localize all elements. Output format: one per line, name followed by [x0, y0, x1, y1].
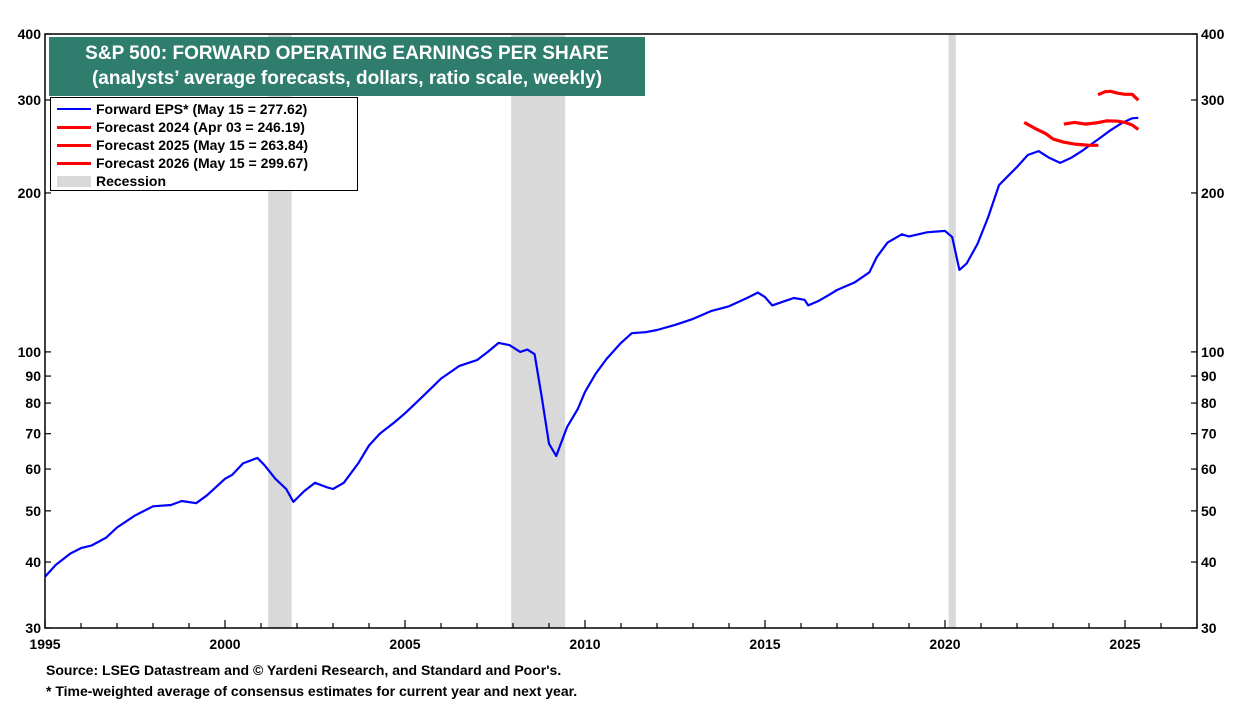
- y-tick-label-left: 100: [18, 344, 42, 360]
- recession-band-2: [511, 34, 566, 628]
- footnote: * Time-weighted average of consensus est…: [46, 683, 578, 699]
- y-tick-label-right: 40: [1201, 554, 1217, 570]
- y-tick-label-right: 200: [1201, 185, 1225, 201]
- x-tick-label: 2000: [209, 636, 240, 652]
- y-tick-label-right: 50: [1201, 503, 1217, 519]
- y-tick-label-left: 200: [18, 185, 42, 201]
- series-line-1: [44, 116, 1139, 578]
- x-tick-label: 2015: [749, 636, 780, 652]
- y-tick-label-left: 50: [25, 503, 41, 519]
- y-tick-label-left: 60: [25, 461, 41, 477]
- x-tick-label: 2020: [929, 636, 960, 652]
- legend-item-forecast-2025: Forecast 2025 (May 15 = 263.84): [57, 136, 308, 154]
- y-tick-label-left: 30: [25, 620, 41, 636]
- legend-swatch-forward-eps: [57, 108, 91, 110]
- legend-swatch-forecast-2026: [57, 161, 91, 165]
- y-tick-label-right: 70: [1201, 426, 1217, 442]
- legend-label-recession: Recession: [96, 173, 167, 189]
- y-tick-label-left: 400: [18, 26, 42, 42]
- y-tick-label-right: 100: [1201, 344, 1225, 360]
- y-tick-label-right: 80: [1201, 395, 1217, 411]
- x-tick-label: 2005: [389, 636, 420, 652]
- y-tick-label-left: 90: [25, 368, 41, 384]
- chart-subtitle: (analysts’ average forecasts, dollars, r…: [91, 68, 603, 89]
- legend-swatch-forecast-2024: [57, 125, 91, 129]
- x-tick-label: 1995: [29, 636, 60, 652]
- x-axis: 1995 2000 2005 2010 2015 2020 2025: [29, 620, 1198, 652]
- legend-item-forward-eps: Forward EPS* (May 15 = 277.62): [57, 100, 307, 118]
- y-tick-label-right: 30: [1201, 620, 1217, 636]
- chart-title: S&P 500: FORWARD OPERATING EARNINGS PER …: [85, 43, 609, 64]
- legend-item-recession: Recession: [57, 172, 166, 190]
- series-lines-group: [44, 89, 1140, 578]
- recession-shading-group: [268, 34, 956, 628]
- legend-label-forward-eps: Forward EPS* (May 15 = 277.62): [96, 101, 308, 117]
- x-tick-label: 2025: [1109, 636, 1140, 652]
- recession-band-3: [948, 34, 956, 628]
- y-tick-label-right: 60: [1201, 461, 1217, 477]
- legend-item-forecast-2026: Forecast 2026 (May 15 = 299.67): [57, 154, 308, 172]
- source-note: Source: LSEG Datastream and © Yardeni Re…: [46, 662, 562, 678]
- legend-label-forecast-2026: Forecast 2026 (May 15 = 299.67): [96, 155, 309, 171]
- y-tick-label-left: 70: [25, 426, 41, 442]
- y-axis-right: 30 40 50 60 70 80 90 100 200 300 400: [1191, 26, 1225, 636]
- legend-item-forecast-2024: Forecast 2024 (Apr 03 = 246.19): [57, 118, 305, 136]
- y-tick-label-left: 300: [18, 92, 42, 108]
- y-tick-label-right: 400: [1201, 26, 1225, 42]
- y-tick-label-right: 300: [1201, 92, 1225, 108]
- y-tick-label-right: 90: [1201, 368, 1217, 384]
- legend-label-forecast-2024: Forecast 2024 (Apr 03 = 246.19): [96, 119, 305, 135]
- series-line-2: [1023, 121, 1099, 147]
- y-tick-label-left: 80: [25, 395, 41, 411]
- x-tick-label: 2010: [569, 636, 600, 652]
- y-tick-label-left: 40: [25, 554, 41, 570]
- chart-title-box: S&P 500: FORWARD OPERATING EARNINGS PER …: [49, 37, 645, 96]
- y-axis-left: 30 40 50 60 70 80 90 100 200 300 400: [18, 26, 51, 636]
- legend-swatch-forecast-2025: [57, 143, 91, 147]
- legend: Forward EPS* (May 15 = 277.62) Forecast …: [50, 97, 358, 191]
- legend-swatch-recession: [57, 175, 91, 187]
- legend-label-forecast-2025: Forecast 2025 (May 15 = 263.84): [96, 137, 309, 153]
- series-line-4: [1097, 89, 1140, 102]
- series-line-3: [1063, 119, 1140, 131]
